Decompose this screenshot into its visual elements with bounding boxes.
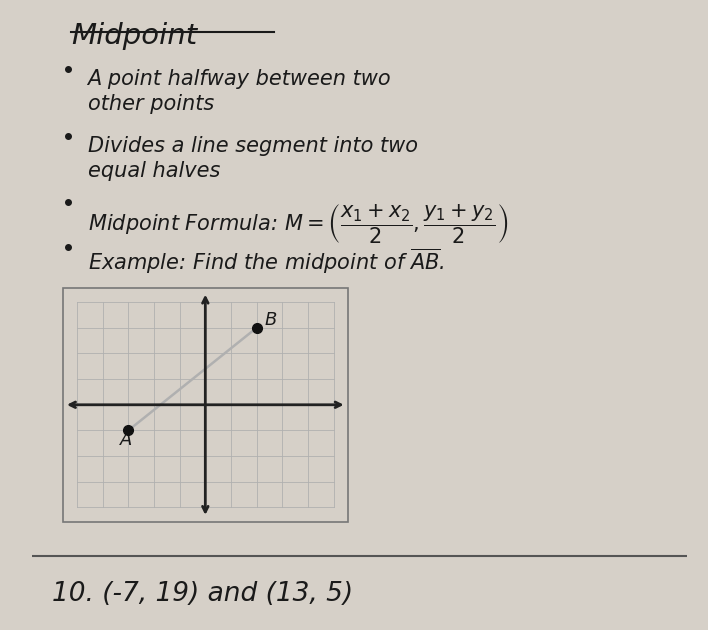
Text: Midpoint Formula: $M = \left(\dfrac{x_1+x_2}{2}, \dfrac{y_1+y_2}{2}\right)$: Midpoint Formula: $M = \left(\dfrac{x_1+… [88,202,508,246]
Text: Midpoint: Midpoint [71,22,198,50]
Text: 10. (-7, 19) and (13, 5): 10. (-7, 19) and (13, 5) [52,581,353,607]
Text: Divides a line segment into two
equal halves: Divides a line segment into two equal ha… [88,136,418,181]
Text: B: B [264,311,277,329]
Text: A: A [120,430,132,449]
Text: A point halfway between two
other points: A point halfway between two other points [88,69,391,114]
Text: Example: Find the midpoint of $\overline{AB}$.: Example: Find the midpoint of $\overline… [88,247,444,276]
